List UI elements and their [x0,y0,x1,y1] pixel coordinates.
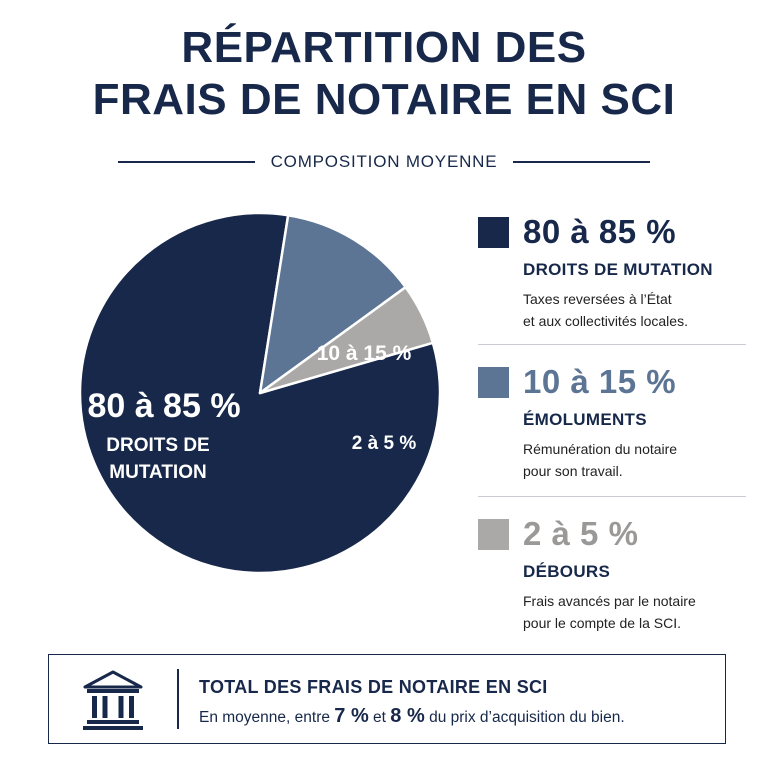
legend-desc-debours-line1: Frais avancés par le notaire [523,593,696,609]
legend-label-emoluments: ÉMOLUMENTS [523,410,647,429]
pie-label-emoluments-value: 10 à 15 % [317,342,412,365]
pie-label-droits-value: 80 à 85 % [87,387,240,425]
pie-label-droits-line2: MUTATION [109,462,206,483]
total-text-after: du prix d’acquisition du bien. [424,709,625,726]
pie-slices [78,211,442,575]
legend-divider-2 [478,496,746,497]
title-line-1: RÉPARTITION DES [181,23,587,72]
legend-desc-droits-line2: et aux collectivités locales. [523,313,688,329]
legend-value-emoluments: 10 à 15 % [523,363,677,400]
legend-value-debours: 2 à 5 % [523,515,639,552]
legend-swatch-debours [478,518,509,550]
title-line-2: FRAIS DE NOTAIRE EN SCI [92,75,676,124]
legend-item-droits: 80 à 85 % DROITS DE MUTATION Taxes rever… [478,206,748,356]
legend-desc-debours-line2: pour le compte de la SCI. [523,615,681,631]
subtitle-rule-right [513,161,650,163]
legend-item-debours: 2 à 5 % DÉBOURS Frais avancés par le not… [478,508,748,638]
total-title: TOTAL DES FRAIS DE NOTAIRE EN SCI [199,677,548,697]
total-box: TOTAL DES FRAIS DE NOTAIRE EN SCI En moy… [48,654,726,744]
pie-label-droits-line1: DROITS DE [106,435,209,456]
pie-label-debours-value: 2 à 5 % [352,433,417,454]
legend-label-droits: DROITS DE MUTATION [523,260,713,279]
legend-desc-emoluments-line2: pour son travail. [523,463,623,479]
pie-slice-emoluments [258,213,407,395]
pie-chart: 80 à 85 % DROITS DE MUTATION 10 à 15 % 2… [78,211,442,575]
total-text: En moyenne, entre 7 % et 8 % du prix d’a… [199,705,625,728]
subtitle-rule-left [118,161,255,163]
legend-value-droits: 80 à 85 % [523,213,677,250]
legend-desc-emoluments-line1: Rémunération du notaire [523,441,678,457]
bank-building-icon [81,669,145,731]
legend-desc-droits-line1: Taxes reversées à l’État [523,291,672,307]
legend-label-debours: DÉBOURS [523,562,611,581]
total-max: 8 % [390,705,425,727]
total-min: 7 % [334,705,369,727]
total-separator [177,669,179,729]
legend-swatch-droits [478,216,509,248]
legend-item-emoluments: 10 à 15 % ÉMOLUMENTS Rémunération du not… [478,356,748,508]
subtitle-row: COMPOSITION MOYENNE [118,150,650,174]
legend-desc-emoluments: Rémunération du notaire pour son travail… [523,438,748,482]
legend-desc-droits: Taxes reversées à l’État et aux collecti… [523,288,748,332]
page-title: RÉPARTITION DES FRAIS DE NOTAIRE EN SCI [0,22,768,126]
total-text-before: En moyenne, entre [199,709,335,726]
total-text-mid: et [368,709,391,726]
subtitle: COMPOSITION MOYENNE [270,152,498,171]
legend-desc-debours: Frais avancés par le notaire pour le com… [523,590,748,634]
legend: 80 à 85 % DROITS DE MUTATION Taxes rever… [478,206,748,638]
legend-swatch-emoluments [478,366,509,398]
pie-slice-debours [258,285,435,395]
legend-divider-1 [478,344,746,345]
